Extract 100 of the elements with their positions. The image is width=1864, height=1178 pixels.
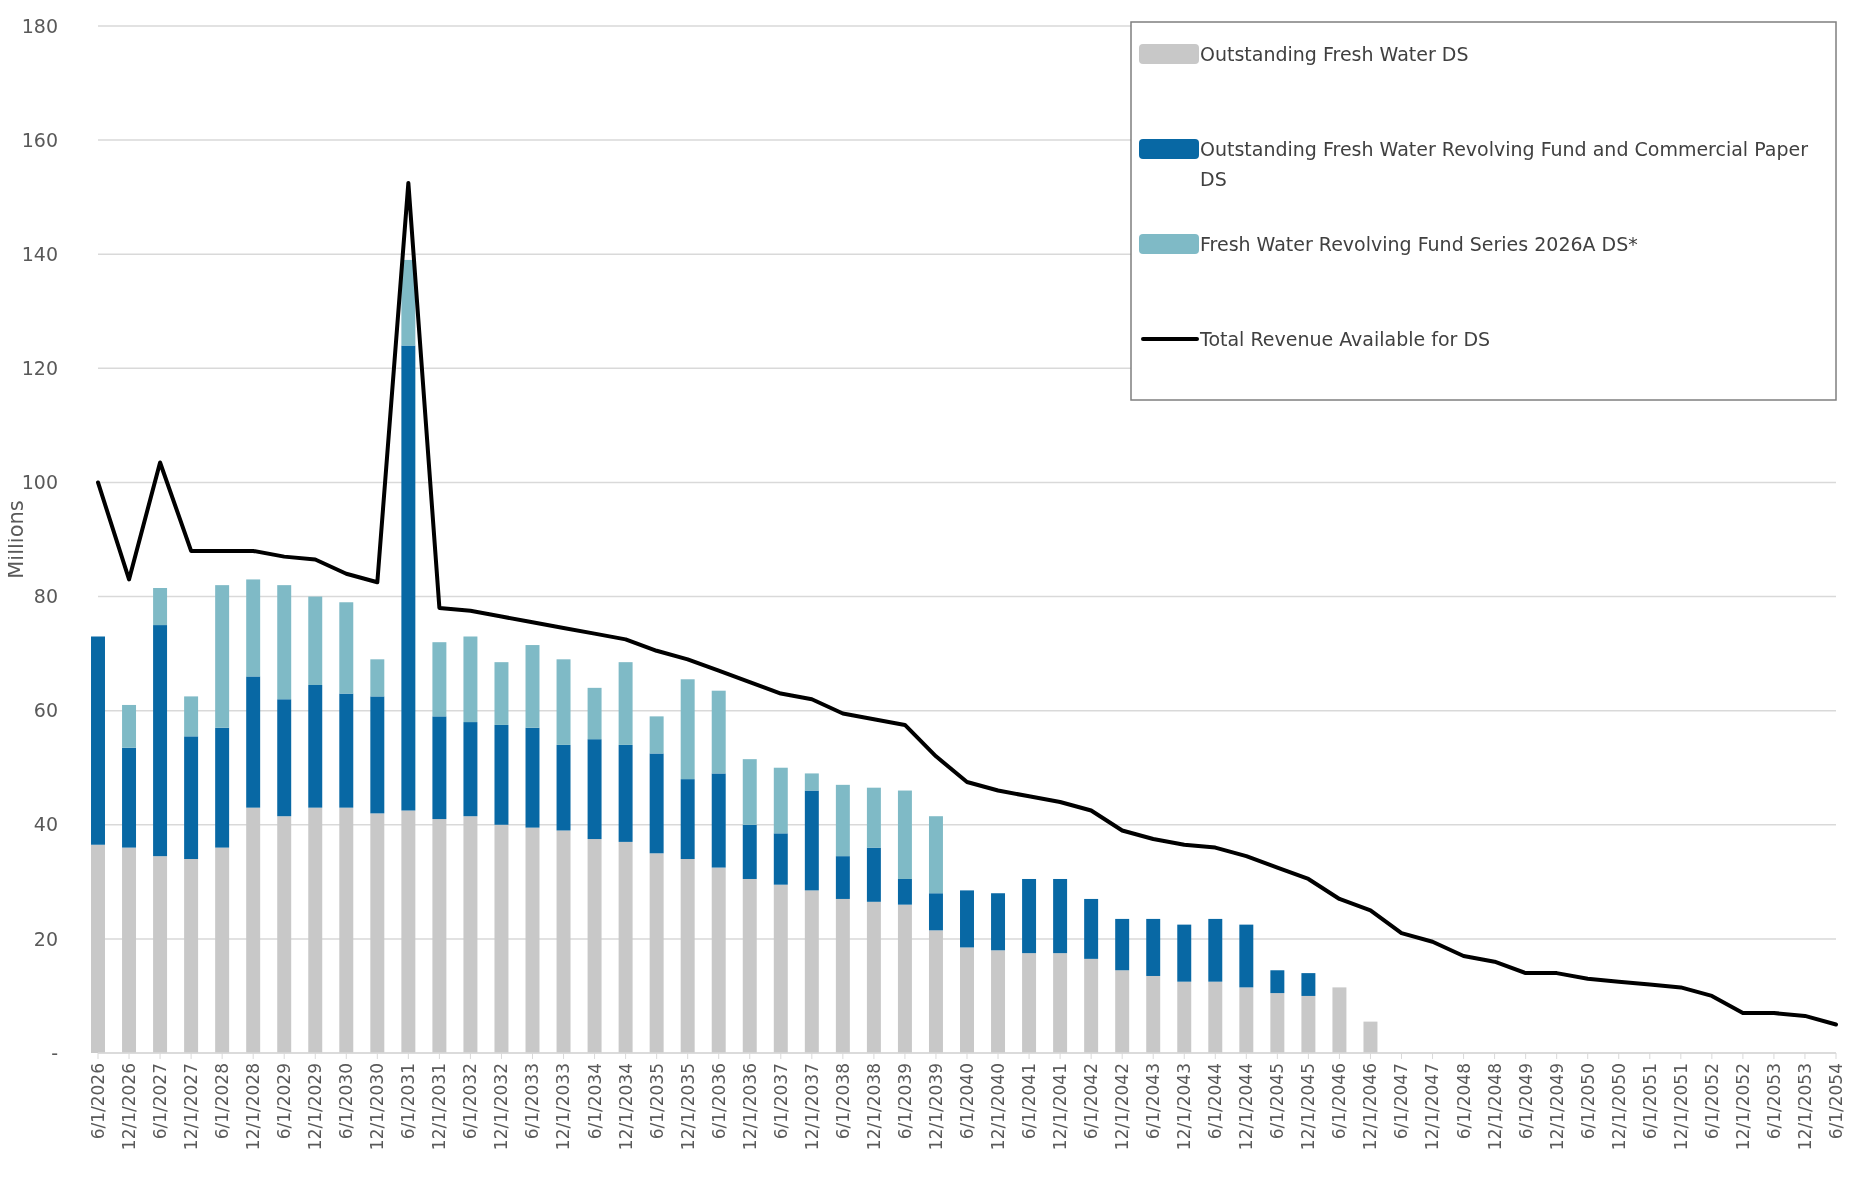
bar [215, 585, 230, 728]
bar [991, 893, 1006, 951]
bar [432, 819, 447, 1053]
bar [401, 345, 416, 811]
bar [277, 699, 292, 817]
x-tick-label: 6/1/2037 [770, 1063, 791, 1140]
bar [432, 642, 447, 717]
bar [680, 679, 695, 780]
x-tick-label: 6/1/2032 [460, 1063, 481, 1140]
bar [184, 736, 199, 860]
x-tick-label: 6/1/2050 [1577, 1063, 1598, 1140]
x-tick-label: 6/1/2029 [274, 1063, 295, 1140]
bar [153, 625, 168, 857]
bar [835, 898, 850, 1053]
x-tick-label: 12/1/2044 [1236, 1063, 1257, 1151]
bar [928, 930, 943, 1053]
legend-label: Outstanding Fresh Water Revolving Fund and Commercial Paper DS [1200, 138, 1809, 190]
y-tick-label: 160 [21, 128, 58, 151]
bar [463, 636, 478, 723]
x-tick-label: 12/1/2041 [1050, 1063, 1071, 1151]
x-tick-label: 12/1/2039 [925, 1063, 946, 1151]
bar [339, 602, 354, 694]
bar [960, 947, 974, 1053]
x-tick-label: 12/1/2045 [1298, 1063, 1319, 1151]
x-tick-label: 12/1/2048 [1484, 1063, 1505, 1151]
bar [1332, 987, 1347, 1053]
bar [1084, 958, 1099, 1053]
bar [184, 859, 199, 1053]
bar [897, 878, 912, 905]
bar [1177, 981, 1192, 1053]
bar [680, 859, 695, 1053]
x-tick-label: 12/1/2034 [615, 1063, 636, 1151]
bar [587, 687, 602, 740]
bar [122, 747, 137, 848]
bar [556, 744, 571, 831]
x-tick-label: 12/1/2029 [305, 1063, 326, 1151]
bar [215, 727, 230, 848]
x-tick-label: 12/1/2037 [801, 1063, 822, 1151]
y-tick-label: 20 [33, 927, 58, 950]
bar [277, 816, 292, 1053]
bar [1146, 975, 1161, 1053]
bar [1208, 918, 1223, 982]
x-tick-label: 6/1/2039 [894, 1063, 915, 1140]
bar [494, 662, 509, 725]
bar [711, 867, 726, 1053]
x-tick-label: 12/1/2033 [553, 1063, 574, 1151]
x-tick-label: 12/1/2050 [1608, 1063, 1629, 1151]
x-tick-label: 12/1/2030 [367, 1063, 388, 1151]
bar [866, 847, 881, 902]
bar [742, 824, 757, 879]
bar [587, 739, 602, 840]
bar [649, 716, 664, 754]
bar [122, 847, 137, 1053]
x-tick-label: 6/1/2030 [336, 1063, 357, 1140]
bar [91, 636, 105, 845]
bar [246, 807, 261, 1053]
x-tick-label: 6/1/2054 [1825, 1063, 1846, 1140]
x-tick-label: 6/1/2048 [1453, 1063, 1474, 1140]
bar [711, 690, 726, 774]
bar [525, 645, 540, 728]
bar [308, 807, 323, 1053]
bar [463, 722, 478, 817]
x-tick-label: 12/1/2032 [491, 1063, 512, 1151]
bar [897, 790, 912, 879]
x-tick-label: 6/1/2035 [646, 1063, 667, 1140]
x-tick-label: 6/1/2040 [956, 1063, 977, 1140]
bar [742, 759, 757, 825]
x-tick-label: 6/1/2046 [1329, 1063, 1350, 1140]
bar [122, 704, 137, 748]
bar [773, 884, 788, 1053]
x-tick-label: 12/1/2031 [429, 1063, 450, 1151]
x-tick-label: 12/1/2049 [1546, 1063, 1567, 1151]
bar [897, 904, 912, 1053]
x-tick-label: 6/1/2026 [87, 1063, 108, 1140]
x-tick-label: 6/1/2034 [584, 1063, 605, 1140]
bar [928, 893, 943, 931]
bar [711, 773, 726, 868]
x-tick-label: 6/1/2042 [1081, 1063, 1102, 1140]
bar [649, 853, 664, 1053]
y-tick-label: 140 [21, 242, 58, 265]
x-tick-label: 12/1/2038 [863, 1063, 884, 1151]
bar [1022, 953, 1037, 1053]
x-tick-label: 12/1/2026 [118, 1063, 139, 1151]
bar [773, 833, 788, 885]
bar [370, 813, 385, 1053]
x-tick-label: 6/1/2041 [1019, 1063, 1040, 1140]
x-tick-label: 6/1/2033 [522, 1063, 543, 1140]
bar [215, 847, 230, 1053]
x-tick-label: 12/1/2027 [181, 1063, 202, 1151]
bar [1270, 993, 1285, 1053]
bar [525, 727, 540, 828]
x-tick-label: 6/1/2043 [1143, 1063, 1164, 1140]
bar [680, 779, 695, 860]
bar [370, 659, 385, 697]
x-tick-label: 6/1/2047 [1391, 1063, 1412, 1140]
bar [804, 773, 819, 791]
bar [991, 950, 1006, 1053]
y-tick-label: - [51, 1041, 58, 1064]
bar [1301, 995, 1316, 1053]
bar [618, 841, 633, 1053]
